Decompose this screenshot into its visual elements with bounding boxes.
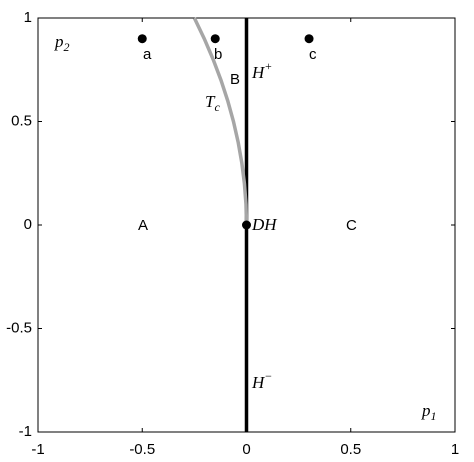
annotation-text: C [346,217,357,234]
annotation: b [214,46,222,63]
y-tick-label: 1 [24,9,32,26]
annotation: C [346,217,357,234]
annotation-text: T [205,92,216,111]
point [242,220,251,230]
x-tick-label: -0.5 [129,441,155,458]
annotation-text: a [143,46,152,63]
x-tick-label: 0 [242,441,250,458]
annotation-text: H [251,63,266,82]
y-tick-label: 0 [24,216,32,233]
annotation: B [230,71,240,88]
annotation-superscript: − [264,369,272,383]
annotation: DH [251,215,278,234]
annotation-text: c [309,46,317,63]
annotation: p1 [421,401,437,423]
y-tick-label: -1 [19,423,32,440]
y-tick-label: 0.5 [11,112,32,129]
annotation-superscript: + [264,59,272,73]
annotation: Tc [205,92,220,114]
curve [192,17,249,226]
x-tick-label: 0.5 [340,441,361,458]
annotation: c [309,46,317,63]
annotation: H− [251,369,272,392]
x-tick-label: -1 [31,441,44,458]
annotation: p2 [54,32,70,54]
annotation-text: p [54,32,64,51]
point [304,34,314,44]
annotation-text: H [251,373,266,392]
annotation-text: DH [251,215,278,234]
annotation-subscript: 2 [64,40,70,54]
annotation-subscript: c [214,100,220,114]
x-tick-label: 1 [451,441,459,458]
annotation-text: b [214,46,222,63]
annotation: A [138,217,148,234]
annotation: H+ [251,59,272,82]
annotation-subscript: 1 [431,409,437,423]
point [137,34,147,44]
annotation-text: B [230,71,240,88]
y-tick-label: -0.5 [6,319,32,336]
annotation-text: A [138,217,148,234]
annotation: a [143,46,152,63]
annotation-text: p [421,401,431,420]
point [210,34,220,44]
